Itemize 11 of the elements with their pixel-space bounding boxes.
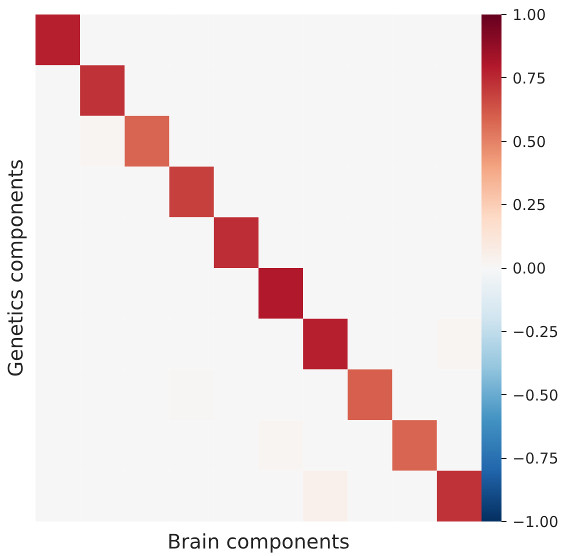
color-bar-label: −1.00 — [512, 513, 558, 531]
color-bar-label: 0.25 — [512, 196, 546, 214]
color-bar-label: 0.50 — [512, 132, 546, 151]
color-bar-label: 1.00 — [512, 6, 546, 24]
color-bar-label: −0.25 — [512, 322, 558, 341]
y-axis-title: Genetics components — [4, 159, 28, 377]
color-bar-label: 0.00 — [512, 260, 546, 278]
color-bar-label: −0.50 — [512, 386, 558, 404]
color-bar-label: 0.75 — [512, 69, 546, 88]
x-axis-title: Brain components — [167, 530, 350, 554]
color-bar-label: −0.75 — [512, 450, 558, 468]
